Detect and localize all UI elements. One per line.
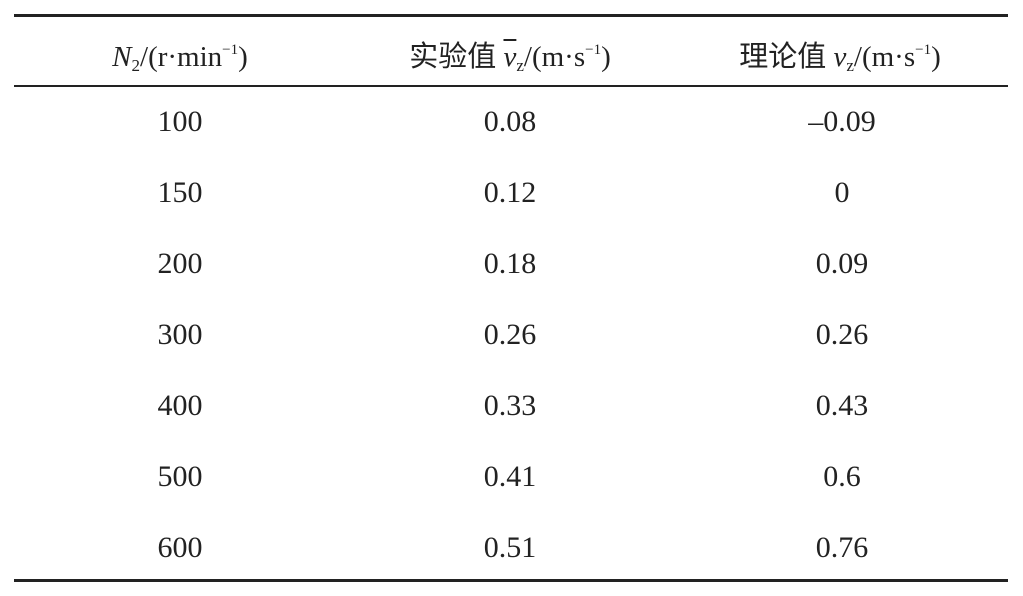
header-text: z: [516, 56, 524, 75]
top-rule: [14, 14, 1008, 17]
table-cell: 0.26: [483, 318, 537, 351]
header-text: z: [846, 56, 854, 75]
table-cell: 0.51: [483, 531, 537, 564]
table-cell: 150: [157, 176, 203, 209]
header-text: /(m·s: [853, 41, 916, 73]
table-cell: 100: [157, 105, 203, 138]
header-text: ): [931, 41, 941, 73]
header-text: −1: [585, 42, 602, 58]
header-text: ): [601, 41, 611, 73]
table-cell: 0: [834, 176, 850, 209]
header-text: −1: [222, 42, 239, 58]
table-cell: 0.33: [483, 389, 537, 422]
table-cell: 600: [157, 531, 203, 564]
header-text: v: [833, 41, 847, 73]
table-cell: 0.18: [483, 247, 537, 280]
header-cell: 实验值 vz/(m·s−1): [340, 30, 680, 86]
table-cell: 0.76: [815, 531, 869, 564]
header-text: N: [112, 41, 132, 73]
header-text: /(m·s: [523, 41, 586, 73]
header-text: v: [503, 41, 517, 73]
table-cell: 0.26: [815, 318, 869, 351]
table-cell: –0.09: [808, 105, 876, 138]
table-cell: 300: [157, 318, 203, 351]
table-cell: 0.08: [483, 105, 537, 138]
header-rule: [14, 85, 1008, 87]
header-text: 2: [131, 56, 141, 75]
table-cell: 0.41: [483, 460, 537, 493]
table-cell: 0.43: [815, 389, 869, 422]
header-text: 实验值: [409, 41, 504, 73]
header-text: 理论值: [739, 41, 834, 73]
header-text: /(r·min: [140, 41, 223, 73]
table-cell: 200: [157, 247, 203, 280]
table-cell: 0.12: [483, 176, 537, 209]
header-cell: 理论值 vz/(m·s−1): [670, 30, 1010, 86]
table-cell: 500: [157, 460, 203, 493]
header-text: −1: [915, 42, 932, 58]
table-cell: 400: [157, 389, 203, 422]
header-cell: N2/(r·min−1): [10, 30, 350, 86]
table-cell: 0.09: [815, 247, 869, 280]
header-text: ): [238, 41, 248, 73]
table-cell: 0.6: [823, 460, 861, 493]
bottom-rule: [14, 579, 1008, 582]
